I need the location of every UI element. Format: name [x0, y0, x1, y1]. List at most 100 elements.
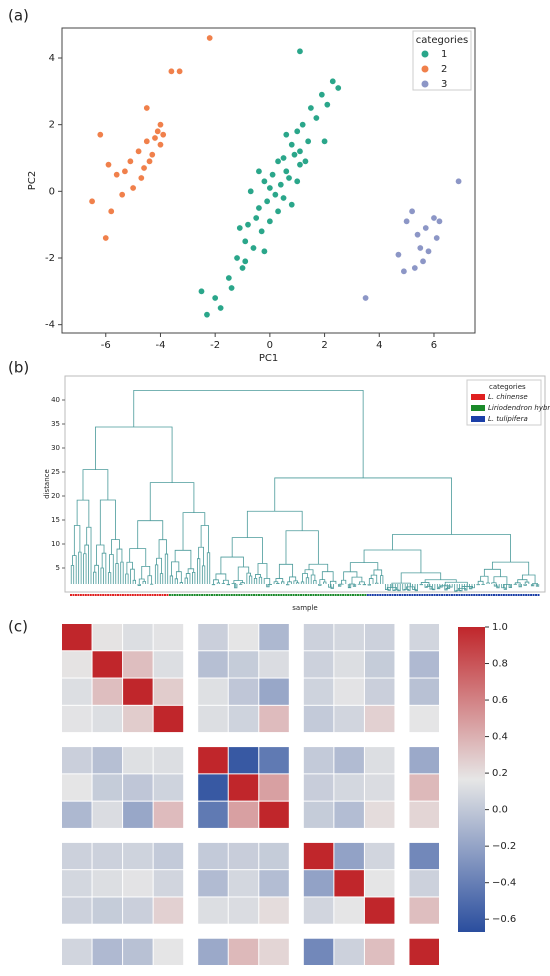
- dendrogram-link: [440, 585, 451, 588]
- sample-color: [522, 594, 525, 596]
- sample-color: [277, 594, 280, 596]
- dendrogram-link: [215, 573, 227, 581]
- heatmap-cell: [334, 651, 364, 678]
- sample-color: [124, 594, 127, 596]
- sample-color: [379, 594, 382, 596]
- x-tick-label: -4: [155, 340, 165, 351]
- y-tick-label: 5: [56, 564, 60, 572]
- dendrogram-link: [187, 568, 195, 574]
- point: [400, 267, 408, 275]
- sample-color: [433, 594, 436, 596]
- heatmap-cell: [228, 747, 259, 774]
- dendrogram-link: [503, 584, 508, 590]
- heatmap-cell: [62, 651, 92, 678]
- heatmap-cell: [62, 624, 92, 651]
- sample-color: [168, 594, 171, 596]
- dendrogram-link: [310, 574, 316, 584]
- dendrogram-link: [184, 577, 188, 584]
- sample-color: [342, 594, 345, 596]
- sample-color: [191, 594, 194, 596]
- point: [299, 121, 307, 129]
- sample-color: [233, 594, 236, 596]
- dendrogram-link: [138, 578, 145, 586]
- dendrogram-link: [72, 555, 77, 584]
- sample-color: [349, 594, 352, 596]
- dendrogram-link: [285, 530, 319, 565]
- sample-color: [428, 594, 431, 596]
- point: [416, 244, 424, 252]
- y-axis-label: PC2: [27, 171, 38, 190]
- dendrogram-link: [530, 584, 535, 587]
- heatmap-cell: [303, 870, 334, 897]
- dendrogram-link: [174, 549, 192, 569]
- point: [225, 274, 233, 282]
- dendrogram-link: [363, 549, 422, 573]
- heatmap-cell: [334, 705, 364, 733]
- heatmap-cell: [259, 747, 289, 774]
- dendrogram-link: [308, 563, 329, 572]
- dendrogram-link: [82, 469, 109, 501]
- colorbar-tick-label: 0.4: [492, 732, 508, 743]
- sample-color: [99, 594, 102, 596]
- point: [285, 174, 293, 182]
- dendrogram-link: [275, 578, 284, 582]
- sample-color: [421, 594, 424, 596]
- sample-color: [255, 594, 258, 596]
- legend-box: [412, 30, 472, 91]
- sample-color: [119, 594, 122, 596]
- sample-color: [211, 594, 213, 596]
- dendrogram-link: [198, 546, 204, 566]
- dendrogram-link: [206, 552, 211, 584]
- heatmap-cell: [303, 801, 334, 828]
- heatmap-cell: [259, 624, 289, 651]
- point: [433, 234, 441, 242]
- dendrogram-link: [295, 582, 300, 584]
- point: [408, 207, 416, 215]
- heatmap-cell: [228, 651, 259, 678]
- point: [403, 217, 411, 225]
- point: [88, 197, 96, 205]
- sample-color: [502, 594, 505, 596]
- sample-color: [267, 594, 270, 596]
- sample-color: [386, 594, 389, 596]
- sample-color: [515, 594, 518, 596]
- heatmap-cell: [228, 624, 259, 651]
- dendrogram-link: [455, 589, 462, 592]
- sample-color: [97, 594, 100, 596]
- heatmap-cell: [409, 747, 439, 774]
- y-tick-label: 20: [51, 492, 60, 500]
- sample-color: [436, 594, 439, 596]
- heatmap-cell: [62, 801, 92, 828]
- heatmap-cell: [123, 897, 153, 924]
- sample-color: [431, 594, 434, 596]
- point: [249, 244, 257, 252]
- point: [269, 171, 277, 179]
- heatmap-cell: [62, 774, 92, 801]
- point: [143, 137, 151, 145]
- dendrogram-link: [514, 582, 521, 587]
- heatmap-cell: [123, 705, 153, 733]
- dendrogram-link: [480, 575, 489, 583]
- legend-marker: [471, 394, 485, 400]
- dendrogram-link: [491, 561, 530, 575]
- heatmap-cell: [153, 938, 184, 965]
- sample-color: [455, 594, 458, 596]
- sample-color: [89, 594, 92, 596]
- heatmap-cell: [153, 870, 184, 897]
- dendrogram-link: [319, 579, 326, 586]
- sample-color: [324, 594, 327, 596]
- plot-area: [61, 27, 476, 334]
- sample-color: [309, 594, 312, 596]
- dendrogram-link: [76, 499, 90, 528]
- heatmap-cell: [409, 938, 439, 965]
- heatmap-cell: [62, 678, 92, 705]
- dendrogram-link: [107, 572, 112, 584]
- heatmap-cell: [334, 678, 364, 705]
- dendrogram-tree: [70, 390, 540, 592]
- dendrogram-link: [126, 561, 133, 574]
- y-tick-label: 4: [49, 53, 55, 64]
- legend-marker: [471, 405, 485, 411]
- legend-label: 1: [441, 49, 447, 60]
- sample-color: [394, 594, 397, 596]
- sample-color: [483, 594, 486, 596]
